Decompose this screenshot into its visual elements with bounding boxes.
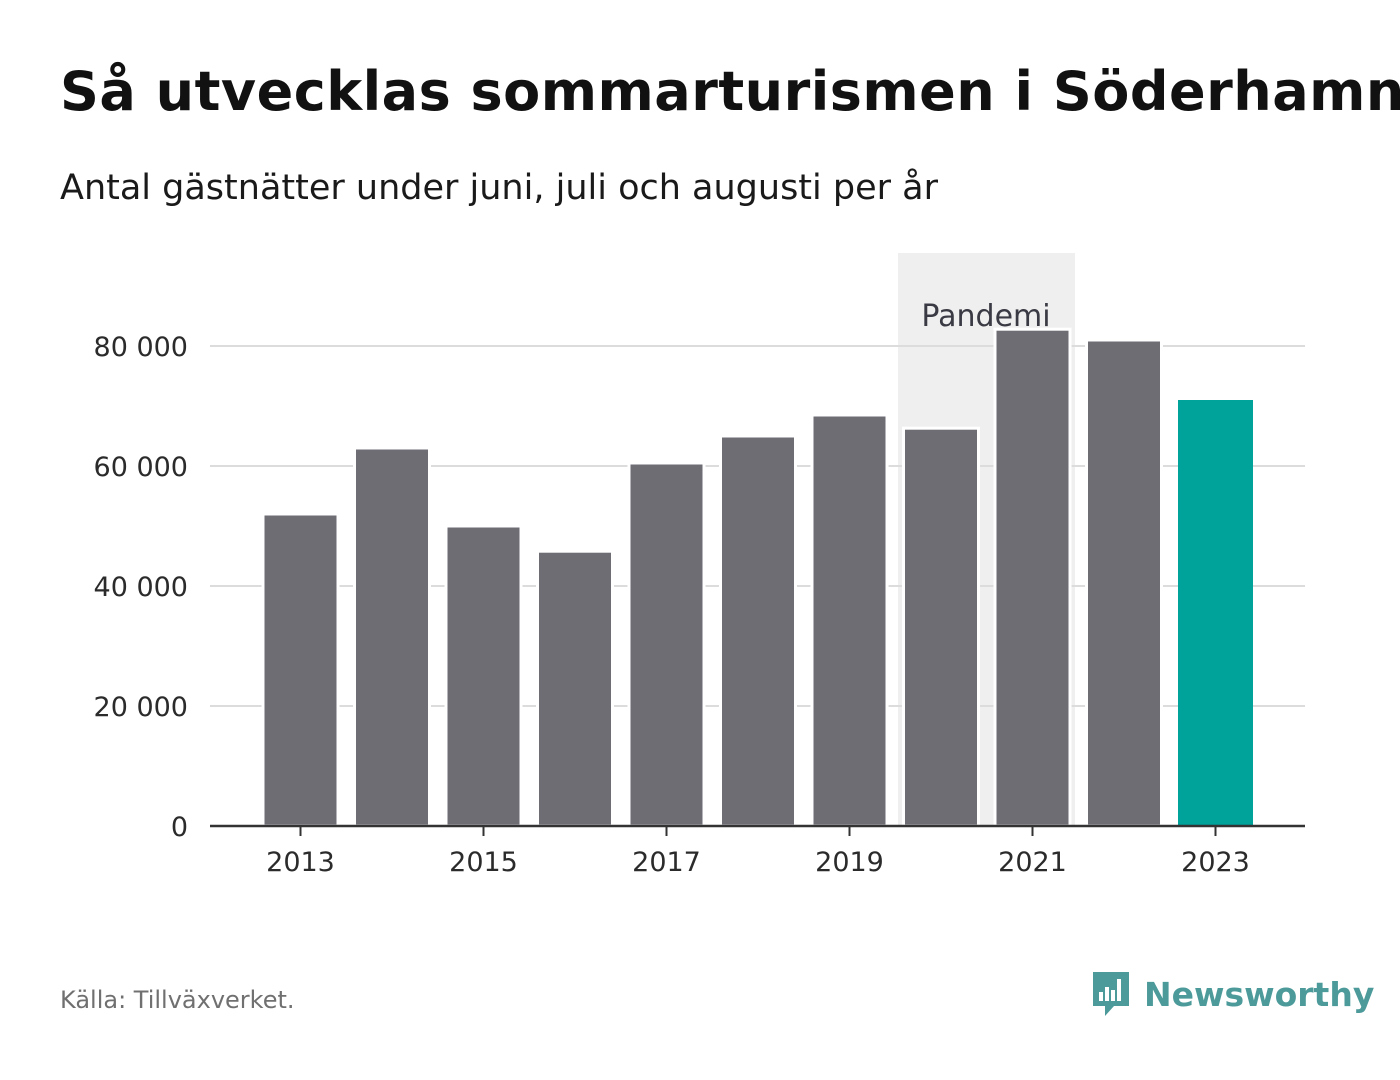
x-tick-label: 2023	[1181, 847, 1250, 878]
bar-2021	[993, 327, 1072, 828]
x-tick-label: 2017	[632, 847, 701, 878]
bar-2023	[1178, 400, 1253, 826]
chart-title: Så utvecklas sommarturismen i Söderhamn	[60, 60, 1400, 123]
bar-2020	[902, 426, 980, 828]
chart-subtitle: Antal gästnätter under juni, juli och au…	[60, 168, 938, 208]
bar-2014	[353, 446, 431, 828]
x-tick-label: 2019	[815, 847, 884, 878]
bar-chart-logo-icon	[1093, 972, 1129, 1016]
bar-2019	[810, 413, 889, 828]
bar-2018	[719, 434, 797, 828]
bar-2022	[1085, 338, 1163, 828]
bar-2016	[536, 549, 614, 828]
y-tick-label: 0	[171, 812, 188, 843]
source-note: Källa: Tillväxverket.	[60, 986, 295, 1014]
y-tick-label: 60 000	[94, 452, 188, 483]
x-tick-label: 2013	[266, 847, 335, 878]
y-tick-label: 40 000	[94, 572, 188, 603]
x-tick-label: 2015	[449, 847, 518, 878]
y-tick-label: 20 000	[94, 692, 188, 723]
brand-logo: Newsworthy	[1090, 970, 1374, 1018]
x-tick-label: 2021	[998, 847, 1067, 878]
bar-2013	[261, 512, 340, 828]
brand-name: Newsworthy	[1144, 974, 1375, 1014]
y-tick-label: 80 000	[94, 332, 188, 363]
bar-2017	[627, 461, 706, 828]
bar-2015	[444, 524, 523, 828]
